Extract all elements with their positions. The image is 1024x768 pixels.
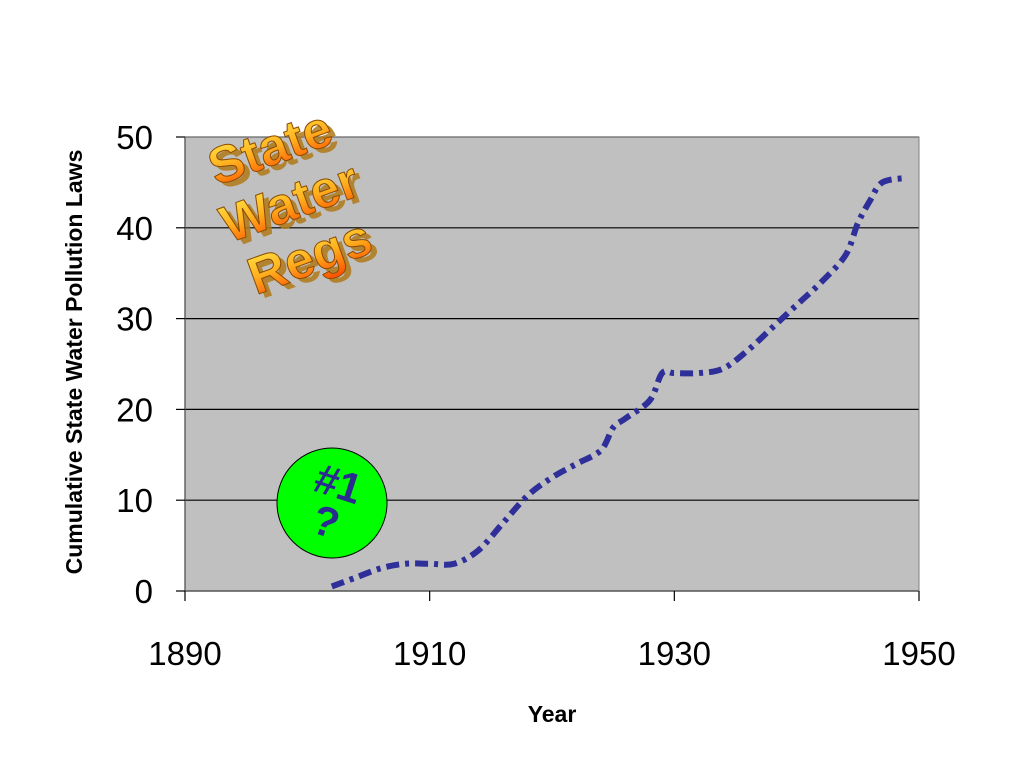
y-tick-labels: 0 10 20 30 40 50 (116, 119, 185, 610)
y-tick-label: 30 (116, 301, 153, 338)
y-tick-label: 0 (135, 573, 153, 610)
y-axis-title: Cumulative State Water Pollution Laws (61, 150, 87, 575)
x-tick-label: 1950 (882, 635, 955, 672)
y-tick-label: 40 (116, 210, 153, 247)
axes (184, 136, 920, 592)
badge-number-one: #1 ? (276, 447, 388, 559)
y-tick-label: 20 (116, 391, 153, 428)
series-layer (330, 174, 908, 590)
wordart-state-water-regs: State Water Regs State Water Regs (200, 99, 385, 311)
x-tick-label: 1890 (148, 635, 221, 672)
x-tick-label: 1930 (638, 635, 711, 672)
plot-border (184, 136, 920, 592)
x-tick-label: 1910 (393, 635, 466, 672)
x-axis-title: Year (528, 701, 577, 727)
badge-circle (276, 447, 388, 559)
y-tick-label: 10 (116, 482, 153, 519)
x-tick-labels: 1890 1910 1930 1950 (148, 591, 956, 672)
y-tick-label: 50 (116, 119, 153, 156)
series-line-0 (330, 174, 908, 590)
